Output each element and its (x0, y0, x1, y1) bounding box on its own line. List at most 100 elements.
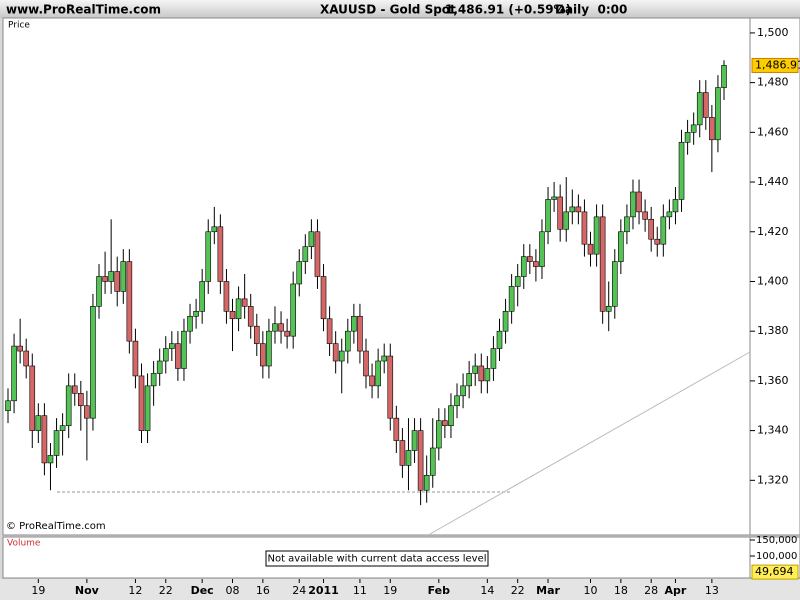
candle-body (678, 141, 685, 200)
y-tick-label: 1,400 (757, 274, 789, 287)
x-tick-label: 28 (644, 584, 658, 597)
volume-tick-label: 150,000 (756, 535, 797, 546)
x-tick-label: 22 (511, 584, 525, 597)
candle-body (108, 271, 114, 282)
candle-body (181, 330, 187, 369)
candle-body (314, 231, 321, 277)
x-tick-label: 13 (705, 584, 719, 597)
y-tick-label: 1,500 (757, 26, 789, 39)
candle-body (527, 256, 533, 262)
candle-body (690, 124, 697, 133)
y-tick-label: 1,460 (757, 125, 789, 138)
candle-body (684, 132, 691, 143)
candle-body (138, 375, 145, 431)
x-tick-label: 18 (614, 584, 628, 597)
pane-label: Price (8, 21, 30, 31)
candle-body (611, 261, 618, 307)
candle-body (660, 216, 667, 245)
y-tick-label: 1,320 (757, 473, 789, 486)
chart-title: XAUUSD - Gold Spot (320, 3, 456, 17)
candle-body (399, 440, 406, 466)
candle-body (618, 231, 624, 262)
candle-body (235, 298, 242, 320)
x-tick-label: Dec (191, 584, 214, 597)
candle-body (338, 350, 345, 362)
candle-body (581, 211, 588, 245)
x-tick-label: 19 (31, 584, 45, 597)
candle-body (405, 450, 412, 466)
header-bar (0, 0, 800, 18)
candle-body (59, 425, 66, 431)
candle-body (411, 430, 418, 451)
y-tick-label: 1,440 (757, 175, 789, 188)
candle-body (302, 246, 309, 262)
candle-body (587, 243, 594, 255)
candle-body (648, 219, 654, 240)
y-tick-label: 1,420 (757, 225, 789, 238)
candle-body (205, 231, 212, 282)
candle-body (472, 365, 479, 374)
candle-body (217, 226, 224, 282)
candle-body (630, 191, 636, 218)
y-tick-label: 1,480 (757, 76, 789, 89)
volume-label: Volume (7, 539, 41, 549)
candle-body (599, 216, 606, 312)
candle-body (557, 196, 563, 230)
x-tick-label: 16 (256, 584, 270, 597)
candle-body (423, 475, 430, 491)
candle-body (150, 373, 157, 387)
candle-body (575, 206, 582, 213)
candle-body (709, 117, 715, 141)
candle-body (29, 365, 36, 431)
candle-body (290, 283, 296, 337)
candle-body (344, 330, 351, 352)
y-tick-label: 1,360 (757, 374, 789, 387)
candle-body (326, 318, 333, 344)
candle-body (490, 348, 497, 369)
x-tick-label: Feb (428, 584, 451, 597)
candle-body (563, 211, 570, 230)
trend-line (429, 351, 751, 535)
candle-body (132, 340, 139, 377)
candle-body (605, 306, 612, 312)
candle-body (545, 199, 551, 233)
x-tick-label: 11 (353, 584, 367, 597)
volume-message: Not available with current data access l… (267, 554, 486, 565)
candle-body (284, 330, 290, 337)
candle-body (84, 405, 90, 419)
candle-body (241, 298, 248, 307)
volume-last-box (751, 564, 799, 580)
candle-body (375, 360, 381, 387)
time-axis (0, 579, 800, 600)
candle-body (144, 385, 151, 431)
candle-body (702, 92, 709, 118)
x-tick-label: 24 (292, 584, 306, 597)
candle-body (23, 350, 30, 367)
candle-body (41, 415, 48, 464)
candle-body (369, 375, 375, 387)
last-price-box (751, 57, 799, 73)
volume-last-label: 49,694 (755, 565, 794, 578)
candle-body (533, 261, 539, 267)
candle-body (442, 420, 448, 426)
last-price-label: 1,486.91 (755, 58, 800, 71)
candle-body (363, 350, 369, 377)
candle-body (721, 65, 727, 88)
candle-body (624, 216, 630, 233)
candle-body (260, 343, 266, 367)
candle-body (672, 199, 679, 213)
candle-body (539, 231, 545, 267)
x-tick-label: Mar (536, 584, 560, 597)
candle-body (169, 343, 175, 349)
candle-body (266, 330, 272, 367)
x-tick-label: 22 (159, 584, 173, 597)
timeframe: Daily 0:00 (555, 3, 627, 17)
candle-body (484, 368, 491, 382)
candle-body (96, 276, 102, 307)
candle-body (78, 393, 84, 407)
candle-body (448, 405, 454, 426)
copyright: © ProRealTime.com (6, 521, 106, 532)
candle-body (666, 211, 673, 218)
candle-body (175, 343, 181, 369)
candle-body (357, 315, 363, 352)
